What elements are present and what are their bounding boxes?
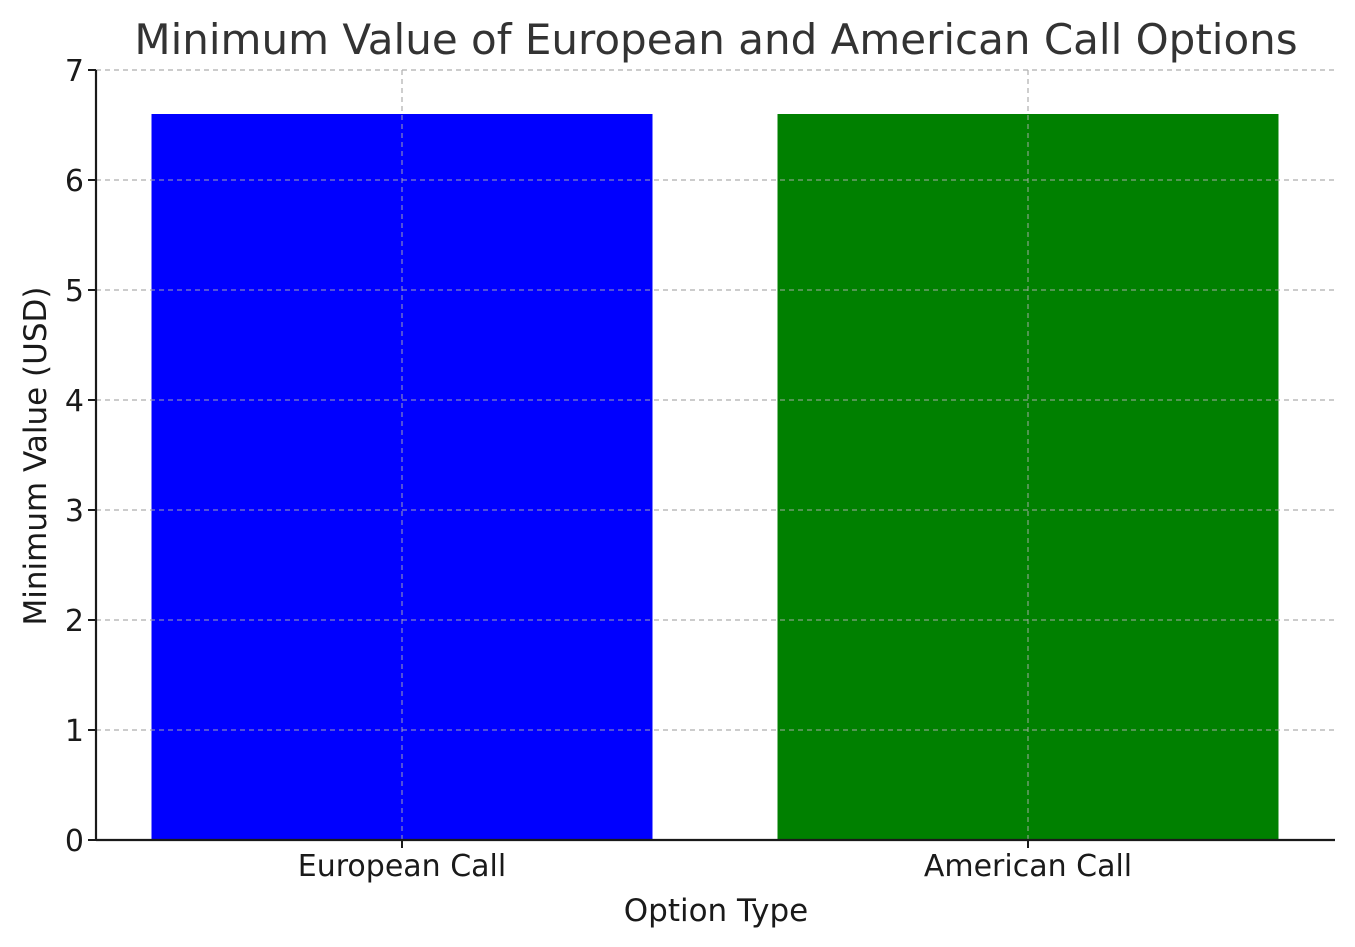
chart-title: Minimum Value of European and American C… — [134, 15, 1297, 64]
bars — [96, 69, 1335, 840]
x-axis-ticks: European Call American Call — [298, 840, 1132, 884]
y-axis-ticks: 0 1 2 3 4 5 6 7 — [65, 54, 96, 859]
y-tick-label: 0 — [65, 824, 84, 859]
y-tick-label: 7 — [65, 54, 84, 89]
y-tick-label: 1 — [65, 714, 84, 749]
y-tick-label: 3 — [65, 494, 84, 529]
y-tick-label: 2 — [65, 604, 84, 639]
y-tick-label: 4 — [65, 384, 84, 419]
y-tick-label: 6 — [65, 164, 84, 199]
y-tick-label: 5 — [65, 274, 84, 309]
y-axis-label: Minimum Value (USD) — [18, 287, 54, 626]
x-axis-label: Option Type — [624, 893, 809, 929]
axes — [94, 70, 1335, 842]
x-tick-label: American Call — [924, 849, 1132, 884]
x-tick-label: European Call — [298, 849, 506, 884]
